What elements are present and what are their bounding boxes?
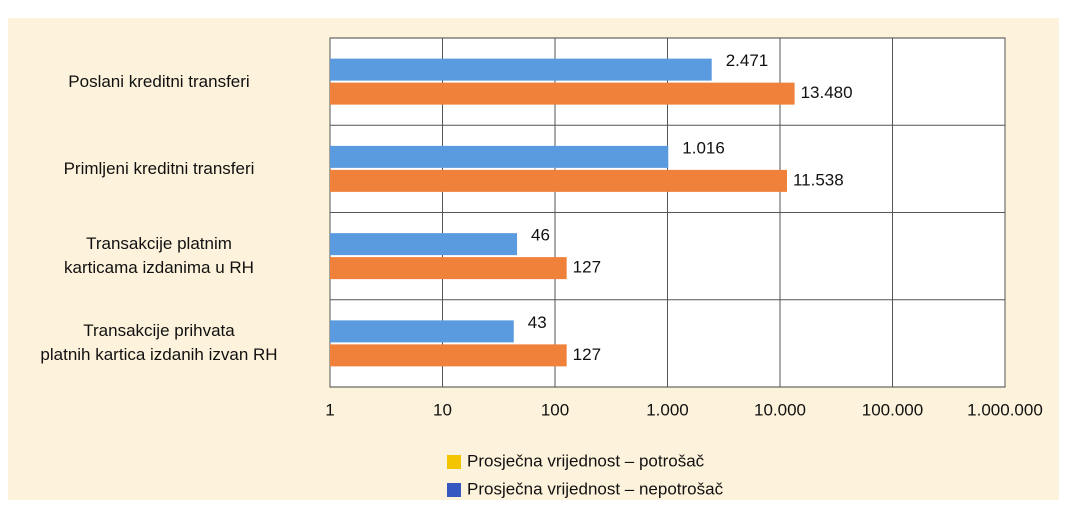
value-label: 2.471 [726, 51, 769, 70]
value-label: 43 [528, 313, 547, 332]
bar [330, 233, 518, 256]
legend-label: Prosječna vrijednost – potrošač [467, 451, 705, 470]
x-tick-label: 100.000 [862, 400, 923, 419]
category-label: Transakcije prihvata platnih kartica izd… [40, 321, 278, 365]
x-tick-label: 1 [325, 400, 334, 419]
legend-label: Prosječna vrijednost – nepotrošač [467, 479, 724, 498]
bar [330, 145, 669, 168]
x-tick-label: 10.000 [754, 400, 806, 419]
category-label: Primljeni kreditni transferi [63, 158, 255, 178]
legend-swatch [447, 483, 461, 497]
value-label: 127 [573, 258, 601, 277]
category-label: Transakcije platnim karticama izdanima u… [64, 234, 254, 278]
value-label: 11.538 [793, 170, 844, 189]
bar [330, 58, 712, 81]
value-label: 1.016 [682, 138, 725, 157]
bar [330, 344, 567, 367]
x-tick-label: 100 [541, 400, 569, 419]
bar [330, 82, 795, 105]
bar [330, 320, 514, 343]
value-label: 127 [573, 345, 601, 364]
bar [330, 169, 787, 192]
legend-swatch [447, 455, 461, 469]
x-tick-label: 1.000 [646, 400, 689, 419]
category-label: Poslani kreditni transferi [68, 71, 250, 91]
value-label: 46 [531, 226, 550, 245]
bar [330, 257, 567, 280]
x-tick-label: 10 [433, 400, 452, 419]
value-label: 13.480 [801, 83, 853, 102]
x-tick-label: 1.000.000 [967, 400, 1043, 419]
